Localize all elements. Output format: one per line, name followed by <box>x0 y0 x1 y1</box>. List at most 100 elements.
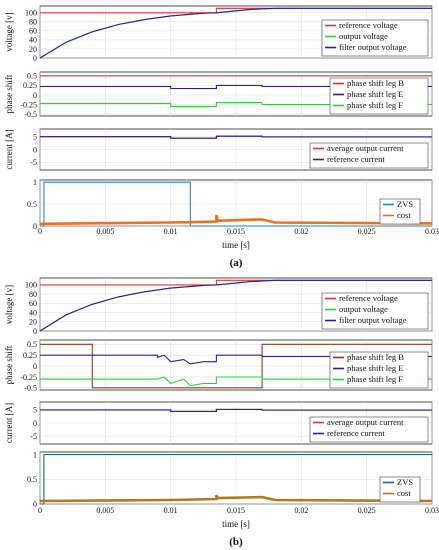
y-axis-label: current [A] <box>4 129 14 169</box>
series-line-phase-shift-leg-B <box>40 343 432 389</box>
legend-box <box>329 77 429 115</box>
legend-entry: phase shift leg F <box>347 374 403 384</box>
y-tick-label: 0 <box>33 91 37 100</box>
series-line-cost <box>39 494 433 503</box>
y-axis-label: voltage [v] <box>4 12 14 51</box>
y-tick-label: 0.5 <box>27 72 37 81</box>
legend-box <box>321 292 429 330</box>
y-tick-label: 40 <box>29 308 37 317</box>
x-tick-label: 0.005 <box>96 227 114 236</box>
y-tick-label: 80 <box>29 290 37 299</box>
legend-box <box>379 476 421 503</box>
x-axis-label: time [s] <box>222 240 250 250</box>
y-tick-label: 0 <box>33 419 37 428</box>
panel-b-2: 0.5 0.25 0 -0.25 -0.5 phase shift phase shift … <box>4 339 433 393</box>
series-line-reference-current <box>40 135 432 139</box>
y-tick-label: 5 <box>33 406 37 415</box>
y-tick-label: 0.5 <box>27 200 37 209</box>
legend-entry: output voltage <box>339 31 388 41</box>
y-tick-label: 0 <box>33 222 37 231</box>
y-axis-label: voltage [v] <box>4 285 14 324</box>
panel-a-2: 0.50.250-0.25-0.5 phase shift phase shift … <box>4 71 433 119</box>
legend-entry: filter output voltage <box>339 42 407 52</box>
figure-caption: (b) <box>229 536 243 548</box>
y-tick-label: 100 <box>25 9 37 18</box>
legend-entry: reference voltage <box>339 293 398 303</box>
x-tick-label: 0.025 <box>358 506 376 515</box>
y-tick-label: 20 <box>29 45 37 54</box>
legend-box <box>321 19 429 57</box>
y-tick-label: -0.5 <box>24 384 37 393</box>
legend-entry: reference voltage <box>339 20 398 30</box>
y-axis-label: phase shift <box>4 345 14 384</box>
x-tick-label: 0.03 <box>425 227 439 236</box>
series-line-ZVS <box>40 453 432 505</box>
legend-entry: ZVS <box>397 199 413 209</box>
series-line-phase-shift-leg-E <box>40 354 432 365</box>
legend-entry: filter output voltage <box>339 315 407 325</box>
legend-box <box>309 142 429 169</box>
y-tick-label: 40 <box>29 36 37 45</box>
y-axis-label: current [A] <box>4 403 14 443</box>
x-tick-label: 0.015 <box>227 506 245 515</box>
legend-entry: cost <box>397 488 411 498</box>
x-tick-label: 0 <box>38 227 42 236</box>
y-tick-label: 100 <box>25 281 37 290</box>
y-tick-label: 0 <box>33 500 37 509</box>
legend-entry: ZVS <box>397 477 413 487</box>
series-line-reference-current <box>40 408 432 412</box>
series-line-phase-shift-leg-F <box>40 376 432 387</box>
legend-entry: average output current <box>327 417 404 427</box>
y-tick-label: 0 <box>33 54 37 63</box>
legend-entry: phase shift leg B <box>347 352 404 362</box>
y-tick-label: 1 <box>33 178 37 187</box>
x-tick-label: 0.005 <box>96 506 114 515</box>
series-line-filter-output-voltage <box>39 7 432 59</box>
legend-entry: reference current <box>327 428 385 438</box>
y-tick-label: 1 <box>33 450 37 459</box>
x-tick-label: 0.02 <box>294 506 308 515</box>
y-tick-label: -0.25 <box>20 373 37 382</box>
y-tick-label: -5 <box>30 432 37 441</box>
x-axis-label: time [s] <box>222 519 250 529</box>
legend-entry: cost <box>397 210 411 220</box>
y-tick-label: 0.25 <box>23 81 37 90</box>
y-tick-label: -0.5 <box>24 110 37 119</box>
y-tick-label: 20 <box>29 318 37 327</box>
legend-entry: phase shift leg B <box>347 78 404 88</box>
x-tick-label: 0.01 <box>164 506 178 515</box>
y-tick-label: 80 <box>29 18 37 27</box>
x-tick-label: 0 <box>38 506 42 515</box>
y-tick-label: 0 <box>33 362 37 371</box>
y-tick-label: -5 <box>30 158 37 167</box>
x-tick-label: 0.025 <box>358 227 376 236</box>
series-line-phase-shift-leg-E <box>40 84 432 90</box>
y-tick-label: 60 <box>29 27 37 36</box>
legend-entry: reference current <box>327 154 385 164</box>
legend-entry: output voltage <box>339 304 388 314</box>
legend-box <box>379 198 421 225</box>
legend-entry: average output current <box>327 143 404 153</box>
y-tick-label: -0.25 <box>20 100 37 109</box>
legend-box <box>309 416 429 443</box>
series-line-filter-output-voltage <box>39 279 432 332</box>
y-tick-label: 5 <box>33 132 37 141</box>
x-tick-label: 0.02 <box>294 227 308 236</box>
series-line-ZVS <box>40 181 432 227</box>
y-tick-label: 60 <box>29 299 37 308</box>
x-tick-label: 0.03 <box>425 506 439 515</box>
x-tick-label: 0.01 <box>164 227 178 236</box>
x-tick-label: 0.015 <box>227 227 245 236</box>
y-tick-label: 0 <box>33 145 37 154</box>
legend-entry: phase shift leg E <box>347 89 403 99</box>
panel-b-3: 5 0 -5 current [A] average output currentref… <box>4 401 433 445</box>
series-line-cost <box>39 214 433 226</box>
legend-box <box>329 351 429 389</box>
y-tick-label: 0 <box>33 327 37 336</box>
y-axis-label: phase shift <box>4 74 14 113</box>
